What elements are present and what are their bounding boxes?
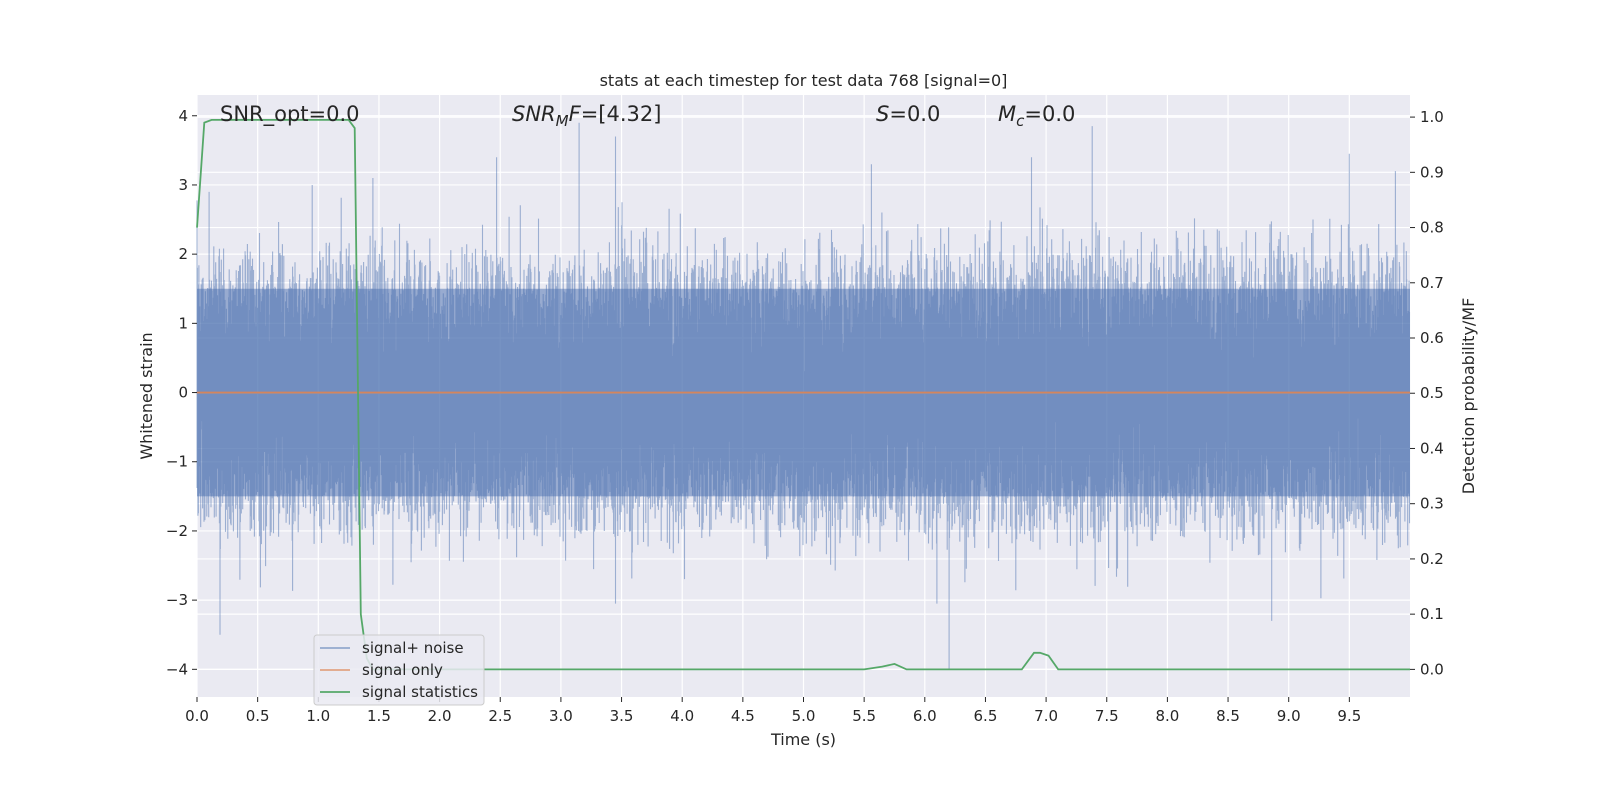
y2-tick-label: 0.4 xyxy=(1420,439,1444,457)
y-tick-label: 0 xyxy=(178,384,188,402)
y2-tick-label: 0.7 xyxy=(1420,274,1444,292)
snr-mf-value: =[4.32] xyxy=(581,102,662,126)
y-axis-label: Whitened strain xyxy=(137,332,156,459)
y-tick-label: −3 xyxy=(166,591,188,609)
mc-value: =0.0 xyxy=(1024,102,1075,126)
legend-label: signal+ noise xyxy=(362,639,464,657)
snr-mf-symbol: SNR xyxy=(512,102,556,126)
y2-tick-label: 1.0 xyxy=(1420,108,1444,126)
snr-mf-suffix: F xyxy=(569,102,582,126)
legend-label: signal only xyxy=(362,661,443,679)
x-tick-label: 6.0 xyxy=(913,707,937,725)
y2-axis-label: Detection probability/MF xyxy=(1459,298,1478,495)
y2-tick-label: 0.2 xyxy=(1420,550,1444,568)
legend: signal+ noise signal only signal statistic… xyxy=(313,634,485,706)
y2-tick-label: 0.1 xyxy=(1420,605,1444,623)
x-tick-label: 1.0 xyxy=(306,707,330,725)
y2-tick-label: 0.6 xyxy=(1420,329,1444,347)
y2-tick-label: 0.9 xyxy=(1420,163,1444,181)
annotation-mc: Mc=0.0 xyxy=(998,102,1075,130)
x-tick-label: 7.0 xyxy=(1034,707,1058,725)
annotation-snr-mf: SNRMF=[4.32] xyxy=(512,102,661,130)
mc-symbol: M xyxy=(998,102,1016,126)
x-tick-label: 9.0 xyxy=(1277,707,1301,725)
y2-tick-label: 0.0 xyxy=(1420,660,1444,678)
y2-tick-label: 0.5 xyxy=(1420,384,1444,402)
x-tick-label: 3.0 xyxy=(549,707,573,725)
y-tick-label: −2 xyxy=(166,522,188,540)
legend-box xyxy=(313,634,485,706)
x-tick-label: 8.5 xyxy=(1216,707,1240,725)
y-tick-label: 3 xyxy=(178,176,188,194)
annotation-snr-opt: SNR_opt=0.0 xyxy=(220,102,360,127)
x-tick-label: 1.5 xyxy=(367,707,391,725)
y-tick-label: 2 xyxy=(178,245,188,263)
x-tick-label: 6.5 xyxy=(974,707,998,725)
x-tick-label: 4.5 xyxy=(731,707,755,725)
chart-title: stats at each timestep for test data 768… xyxy=(600,71,1008,90)
legend-label: signal statistics xyxy=(362,683,478,701)
x-axis-label: Time (s) xyxy=(770,730,836,749)
x-tick-label: 4.0 xyxy=(670,707,694,725)
mc-subscript: c xyxy=(1016,112,1025,130)
s-value: =0.0 xyxy=(889,102,940,126)
x-tick-label: 8.0 xyxy=(1155,707,1179,725)
y-tick-label: 4 xyxy=(178,107,188,125)
x-tick-label: 9.5 xyxy=(1337,707,1361,725)
y-tick-label: 1 xyxy=(178,314,188,332)
y2-tick-label: 0.3 xyxy=(1420,495,1444,513)
y2-tick-label: 0.8 xyxy=(1420,219,1444,237)
s-symbol: S xyxy=(876,102,889,126)
x-tick-label: 5.5 xyxy=(852,707,876,725)
ticks: 0.0 0.5 1.0 1.5 2.0 2.5 3.0 3.5 4.0 4.5 5.0 5.5 6.0 6… xyxy=(166,107,1444,725)
y-tick-label: −4 xyxy=(166,660,188,678)
x-tick-label: 0.5 xyxy=(246,707,270,725)
x-tick-label: 3.5 xyxy=(610,707,634,725)
snr-mf-subscript: M xyxy=(556,112,569,130)
x-tick-label: 7.5 xyxy=(1095,707,1119,725)
x-tick-label: 2.5 xyxy=(488,707,512,725)
x-tick-label: 0.0 xyxy=(185,707,209,725)
annotation-s: S=0.0 xyxy=(876,102,940,126)
y-tick-label: −1 xyxy=(166,453,188,471)
x-tick-label: 5.0 xyxy=(792,707,816,725)
x-tick-label: 2.0 xyxy=(428,707,452,725)
